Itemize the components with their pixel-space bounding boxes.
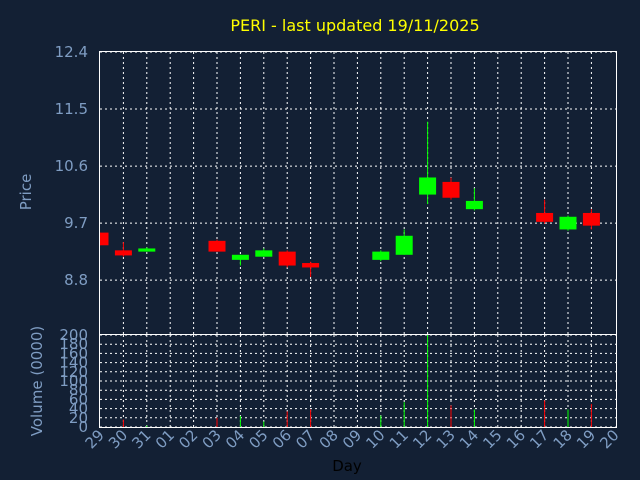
- volume-bars: [122, 335, 592, 427]
- candle-body: [302, 263, 320, 268]
- x-tick-label: 01: [152, 426, 178, 452]
- volume-axis-label: Volume (0000): [28, 326, 46, 436]
- candle-body: [231, 254, 249, 260]
- price-tick-labels: 12.4 11.5 10.6 9.7 8.8: [55, 43, 88, 289]
- volume-tick-label: 80: [69, 381, 88, 399]
- volume-tick-label: 0: [78, 418, 88, 436]
- price-tick-label: 12.4: [55, 43, 88, 61]
- volume-tick-label: 160: [59, 344, 88, 362]
- volume-grid: [100, 334, 616, 428]
- volume-tick-label: 20: [69, 409, 88, 427]
- candle-body: [255, 250, 273, 257]
- price-tick-label: 9.7: [64, 214, 88, 232]
- candle-body: [442, 181, 460, 198]
- price-tick-label: 10.6: [55, 157, 88, 175]
- x-tick-label: 06: [269, 426, 295, 452]
- x-tick-label: 14: [456, 426, 482, 452]
- x-tick-label: 18: [550, 426, 576, 452]
- x-tick-label: 09: [339, 426, 365, 452]
- x-tick-label: 16: [503, 426, 529, 452]
- x-tick-label: 13: [433, 426, 459, 452]
- volume-tick-label: 40: [69, 400, 88, 418]
- candle-body: [419, 177, 437, 195]
- candle-body: [114, 250, 132, 256]
- x-tick-label: 10: [362, 426, 388, 452]
- x-tick-label: 02: [175, 426, 201, 452]
- x-tick-labels: 2930310102030405060708091011121314151617…: [82, 426, 623, 452]
- price-grid: [100, 51, 616, 334]
- volume-tick-label: 60: [69, 390, 88, 408]
- x-tick-label: 08: [316, 426, 342, 452]
- candle-body: [278, 251, 296, 266]
- x-tick-label: 03: [199, 426, 225, 452]
- volume-tick-label: 120: [59, 363, 88, 381]
- candle-body: [536, 212, 554, 222]
- volume-tick-label: 140: [59, 354, 88, 372]
- x-tick-label: 07: [292, 426, 318, 452]
- volume-panel-frame: [99, 334, 617, 428]
- x-tick-label: 20: [596, 426, 622, 452]
- volume-tick-label: 180: [59, 335, 88, 353]
- x-axis-label: Day: [332, 457, 362, 475]
- candle-body: [582, 212, 600, 226]
- candle-body: [208, 240, 226, 252]
- chart-title: PERI - last updated 19/11/2025: [230, 16, 479, 35]
- price-axis-label: Price: [17, 174, 35, 211]
- x-tick-label: 17: [526, 426, 552, 452]
- x-tick-label: 15: [479, 426, 505, 452]
- candle-body: [465, 200, 483, 210]
- x-tick-label: 04: [222, 426, 248, 452]
- x-tick-label: 05: [245, 426, 271, 452]
- x-tick-label: 12: [409, 426, 435, 452]
- price-tick-label: 11.5: [55, 100, 88, 118]
- candle-body: [395, 235, 413, 255]
- price-panel-frame: [99, 51, 617, 335]
- x-tick-label: 31: [128, 426, 154, 452]
- candle-body: [559, 216, 577, 230]
- candle-body: [138, 248, 156, 252]
- price-candles: [99, 121, 600, 277]
- price-tick-label: 8.8: [64, 271, 88, 289]
- x-tick-label: 30: [105, 426, 131, 452]
- x-tick-label: 19: [573, 426, 599, 452]
- volume-tick-label: 100: [59, 372, 88, 390]
- x-tick-label: 11: [386, 426, 412, 452]
- candle-body: [372, 251, 390, 260]
- volume-tick-label: 200: [59, 326, 88, 344]
- candle-body: [100, 232, 109, 246]
